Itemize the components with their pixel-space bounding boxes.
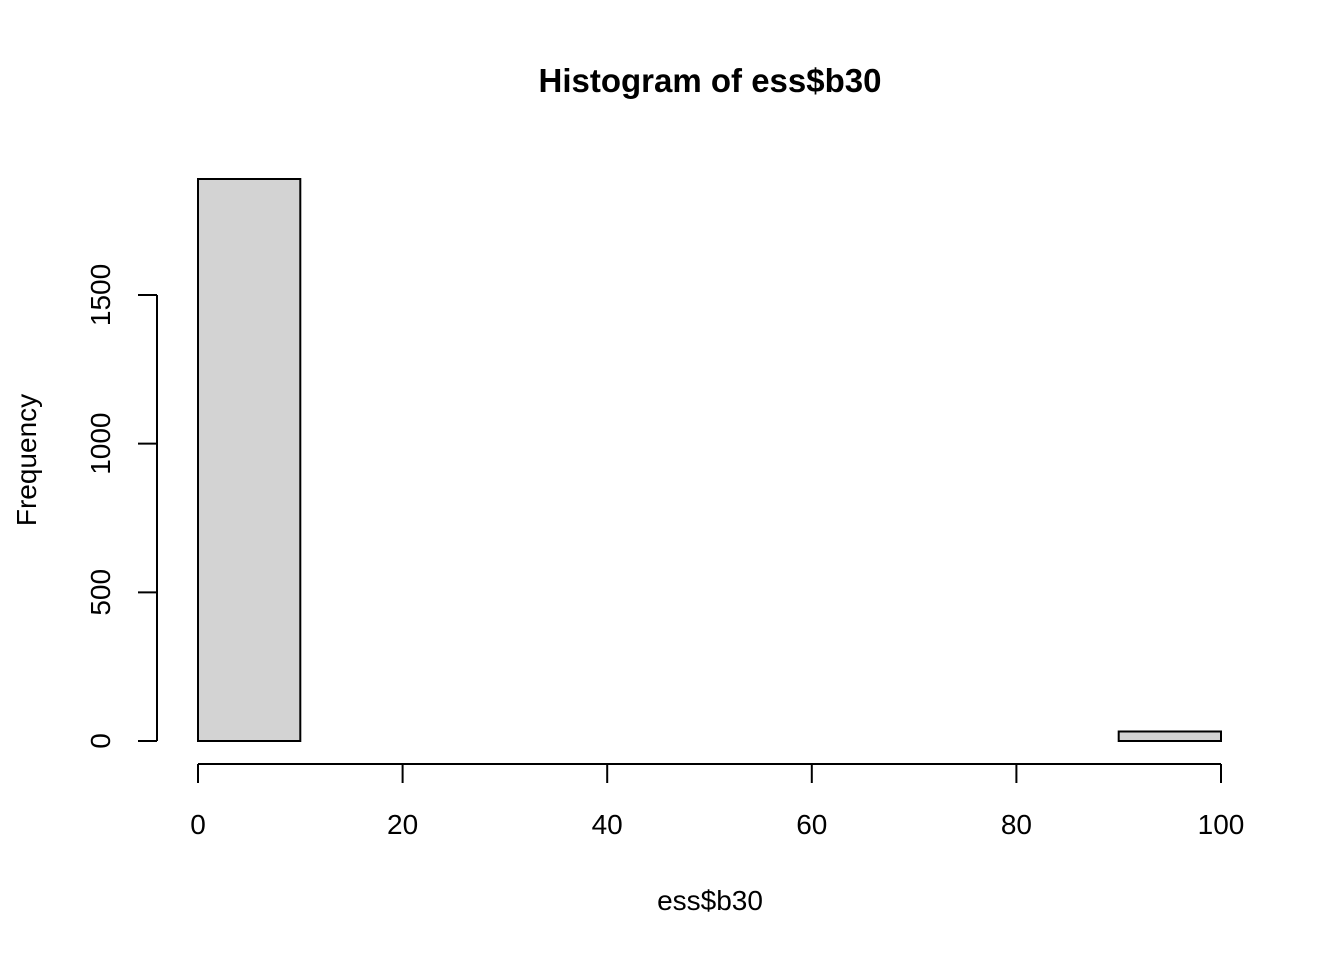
y-axis: 0 500 1000 1500 xyxy=(85,264,158,749)
x-tick-label-3: 60 xyxy=(796,809,827,840)
y-tick-label-3: 1500 xyxy=(85,264,116,326)
histogram-bars xyxy=(197,178,1222,743)
x-tick-label-5: 100 xyxy=(1198,809,1245,840)
histogram-bar-0 xyxy=(197,178,302,742)
y-tick-label-2: 1000 xyxy=(85,412,116,474)
y-tick-label-0: 0 xyxy=(85,733,116,749)
y-tick-label-1: 500 xyxy=(85,569,116,616)
x-tick-label-4: 80 xyxy=(1001,809,1032,840)
y-axis-label: Frequency xyxy=(11,394,42,526)
x-axis-label: ess$b30 xyxy=(657,885,763,916)
x-axis: 0 20 40 60 80 100 xyxy=(190,763,1245,840)
x-tick-label-2: 40 xyxy=(592,809,623,840)
x-tick-label-1: 20 xyxy=(387,809,418,840)
chart-title: Histogram of ess$b30 xyxy=(539,62,882,99)
x-tick-label-0: 0 xyxy=(190,809,206,840)
histogram-bar-9 xyxy=(1117,730,1222,743)
